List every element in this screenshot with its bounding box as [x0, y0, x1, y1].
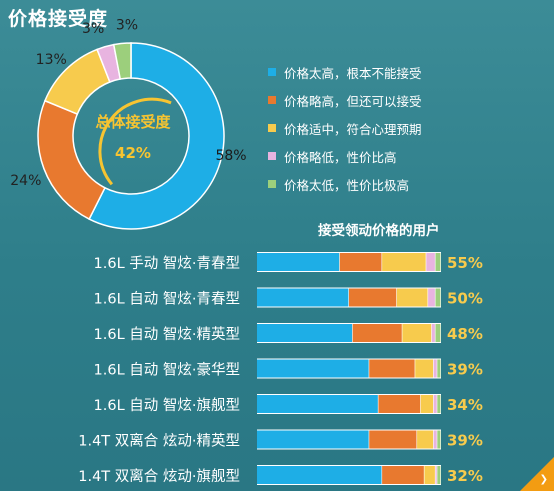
donut-value-label: 3% — [82, 21, 104, 37]
bar-row: 1.6L 自动 智炫·精英型 48% — [94, 323, 483, 343]
bar-segment — [426, 253, 435, 271]
bar-segment — [257, 253, 340, 271]
donut-value-label: 58% — [215, 148, 246, 164]
bar-segment — [349, 288, 397, 307]
category-label: 1.6L 手动 智炫·青春型 — [94, 255, 240, 272]
bar-segment — [424, 466, 435, 484]
bar-segment — [428, 288, 435, 307]
donut-chart: 58% 24% 13% 3% 3% 总体接受度 42% — [10, 17, 247, 230]
bar-segment — [352, 324, 402, 342]
bar-segment — [437, 359, 441, 378]
bar-segment — [437, 395, 441, 413]
bar-segment — [378, 395, 421, 413]
donut-center-value: 42% — [115, 144, 151, 162]
bar-segment — [433, 430, 437, 449]
legend-item: 价格略低，性价比高 — [268, 142, 422, 170]
legend-item: 价格太高，根本不能接受 — [268, 58, 422, 86]
bar-segment — [437, 430, 441, 449]
legend-item: 价格略高，但还可以接受 — [268, 86, 422, 114]
category-label: 1.4T 双离合 炫动·旗舰型 — [78, 468, 240, 485]
donut-slice — [88, 42, 225, 230]
legend-label: 价格适中，符合心理预期 — [284, 121, 422, 137]
bar-segment — [433, 395, 437, 413]
legend-swatch — [268, 152, 276, 160]
bar-segment — [369, 359, 415, 378]
bar-value-label: 55% — [447, 254, 483, 272]
legend-swatch — [268, 68, 276, 76]
bar-value-label: 39% — [447, 432, 483, 450]
category-label: 1.6L 自动 智炫·豪华型 — [94, 362, 240, 379]
bar-segment — [369, 430, 417, 449]
page-title: 价格接受度 — [8, 8, 109, 30]
bar-segment — [437, 466, 441, 484]
bar-segment — [257, 466, 382, 484]
bar-value-label: 32% — [447, 467, 483, 485]
bar-segment — [435, 288, 441, 307]
legend-swatch — [268, 180, 276, 188]
bar-row: 1.4T 双离合 炫动·旗舰型 32% — [78, 465, 483, 485]
category-label: 1.6L 自动 智炫·旗舰型 — [94, 397, 240, 414]
bar-segment — [382, 466, 424, 484]
legend-item: 价格适中，符合心理预期 — [268, 114, 422, 142]
bar-row: 1.6L 自动 智炫·豪华型 39% — [94, 358, 483, 379]
legend-item: 价格太低，性价比极高 — [268, 170, 422, 198]
corner-arrow-icon: ❯ — [539, 474, 548, 485]
bar-row: 1.6L 自动 智炫·青春型 50% — [94, 287, 483, 308]
category-label: 1.6L 自动 智炫·精英型 — [94, 325, 240, 343]
donut-center-label: 总体接受度 — [95, 113, 171, 131]
bar-row: 1.6L 自动 智炫·旗舰型 34% — [94, 394, 483, 414]
bar-value-label: 39% — [447, 361, 483, 379]
bar-segment — [431, 324, 435, 342]
donut-slice — [112, 42, 132, 80]
bar-row: 1.6L 手动 智炫·青春型 55% — [94, 252, 483, 272]
bar-segment — [339, 253, 382, 271]
bar-segment — [417, 430, 434, 449]
bar-segment — [402, 324, 432, 342]
donut-value-label: 24% — [10, 173, 41, 189]
category-label: 1.6L 自动 智炫·青春型 — [94, 291, 240, 308]
bar-segment — [435, 324, 441, 342]
corner-tab — [520, 457, 554, 491]
bar-segment — [257, 324, 353, 342]
bar-chart-title: 接受领动价格的用户 — [318, 223, 440, 239]
donut-value-label: 3% — [116, 17, 138, 33]
donut-value-label: 13% — [36, 52, 67, 68]
bar-segment — [396, 288, 428, 307]
legend-label: 价格太低，性价比极高 — [284, 177, 410, 193]
bar-segment — [257, 288, 349, 307]
bar-row: 1.4T 双离合 炫动·精英型 39% — [78, 429, 483, 450]
bar-segment — [435, 466, 437, 484]
bar-segment — [257, 430, 369, 449]
center-accent-arc — [98, 97, 172, 186]
category-label: 1.4T 双离合 炫动·精英型 — [78, 432, 240, 450]
bar-segment — [420, 395, 434, 413]
legend-label: 价格太高，根本不能接受 — [284, 65, 422, 81]
bar-segment — [415, 359, 434, 378]
legend-label: 价格略高，但还可以接受 — [284, 93, 422, 109]
bar-segment — [435, 253, 441, 271]
bar-value-label: 48% — [447, 325, 483, 343]
bar-segment — [257, 359, 369, 378]
chart-legend: 价格太高，根本不能接受 价格略高，但还可以接受 价格适中，符合心理预期 价格略低… — [268, 58, 422, 198]
bar-value-label: 50% — [447, 290, 483, 308]
legend-swatch — [268, 124, 276, 132]
legend-swatch — [268, 96, 276, 104]
legend-label: 价格略低，性价比高 — [284, 149, 397, 165]
bar-segment — [257, 395, 378, 413]
bar-value-label: 34% — [447, 396, 483, 414]
bar-segment — [433, 359, 437, 378]
bar-segment — [382, 253, 426, 271]
